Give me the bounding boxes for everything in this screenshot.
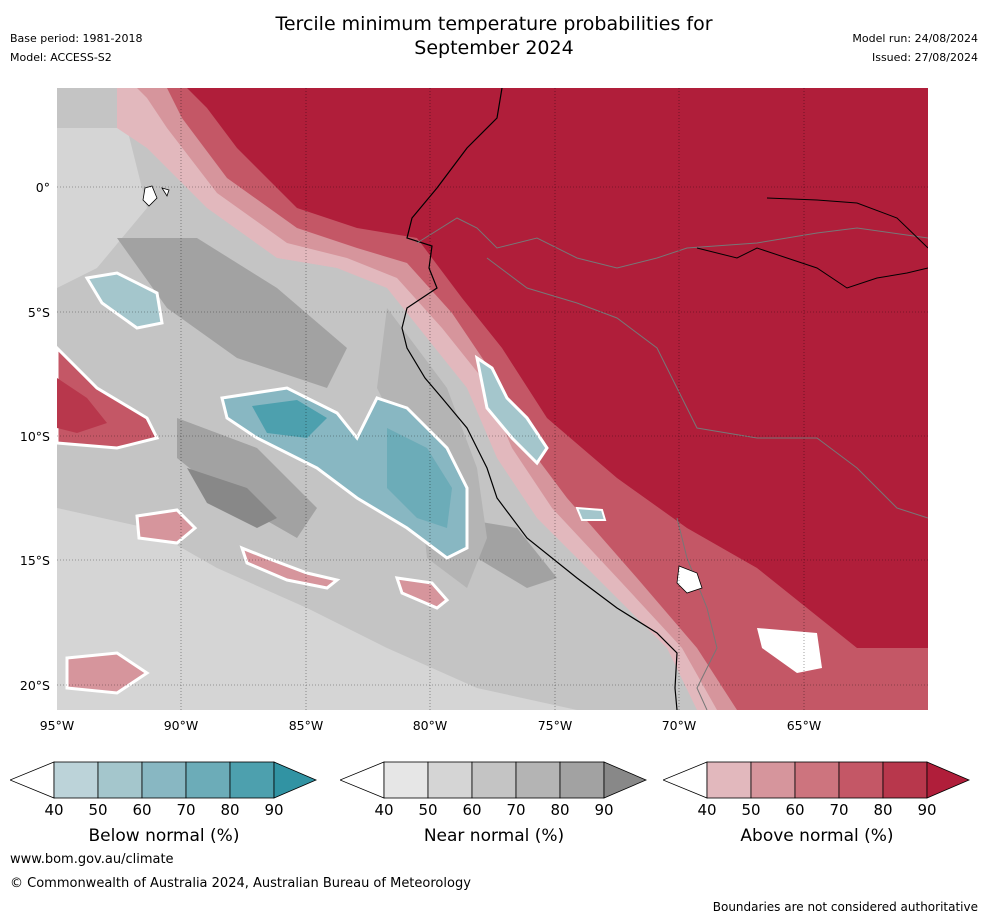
below-normal-central-inner-2 bbox=[387, 428, 452, 528]
above-normal-small-patch-1 bbox=[135, 508, 198, 545]
colorbar-swatch-1 bbox=[383, 761, 429, 799]
cb-above-tick-80: 80 bbox=[873, 801, 893, 819]
cb-near-tick-90: 90 bbox=[594, 801, 614, 819]
amazon-river bbox=[696, 197, 928, 289]
gridlines bbox=[57, 88, 928, 710]
colorbar-swatch-3 bbox=[794, 761, 840, 799]
colorbar-swatch-3 bbox=[471, 761, 517, 799]
lon-label-90w: 90°W bbox=[163, 718, 199, 733]
lon-label-85w: 85°W bbox=[288, 718, 324, 733]
below-normal-small-patch bbox=[575, 506, 607, 521]
lat-label-15s: 15°S bbox=[19, 553, 50, 568]
colorbar-swatch-under bbox=[340, 761, 385, 799]
model-text: Model: ACCESS-S2 bbox=[10, 51, 112, 64]
lon-label-65w: 65°W bbox=[786, 718, 822, 733]
colorbar-swatch-5 bbox=[229, 761, 275, 799]
below-40-area bbox=[757, 628, 822, 673]
country-border-1 bbox=[416, 217, 928, 269]
near-normal-dark-band bbox=[117, 238, 347, 388]
metadata-right: Model run: 24/08/2024 Issued: 27/08/2024 bbox=[852, 32, 978, 70]
colorbar-above-normal-swatches bbox=[663, 761, 971, 799]
cb-near-tick-70: 70 bbox=[506, 801, 526, 819]
country-border-2 bbox=[486, 257, 928, 519]
below-normal-north-patch bbox=[84, 271, 164, 330]
colorbar-near-title: Near normal (%) bbox=[423, 826, 565, 846]
colorbar-near-normal bbox=[340, 761, 648, 799]
lake-titicaca bbox=[676, 565, 703, 594]
near-normal-dark-band-2 bbox=[177, 418, 317, 538]
cb-below-tick-60: 60 bbox=[132, 801, 152, 819]
colorbar-swatch-over bbox=[273, 761, 318, 799]
colorbar-swatch-under bbox=[663, 761, 708, 799]
lon-label-95w: 95°W bbox=[39, 718, 75, 733]
colorbar-swatch-under bbox=[10, 761, 55, 799]
lat-label-20s: 20°S bbox=[19, 678, 50, 693]
footer-copyright: © Commonwealth of Australia 2024, Austra… bbox=[10, 876, 471, 891]
cb-below-tick-70: 70 bbox=[176, 801, 196, 819]
cb-near-tick-40: 40 bbox=[374, 801, 394, 819]
colorbar-swatch-5 bbox=[559, 761, 605, 799]
above-normal-south-west-patch bbox=[65, 651, 150, 695]
colorbar-swatch-3 bbox=[141, 761, 187, 799]
above-normal-small-patch-2 bbox=[239, 545, 341, 590]
coastline bbox=[401, 88, 678, 710]
colorbar-below-title: Below normal (%) bbox=[88, 826, 240, 846]
lon-label-80w: 80°W bbox=[412, 718, 448, 733]
lat-label-0: 0° bbox=[35, 180, 50, 195]
probability-map bbox=[57, 88, 928, 710]
footer-disclaimer: Boundaries are not considered authoritat… bbox=[712, 900, 978, 914]
galapagos-islands bbox=[142, 185, 170, 207]
cb-below-tick-80: 80 bbox=[220, 801, 240, 819]
below-normal-central-inner bbox=[252, 400, 327, 438]
colorbar-below-normal-swatches bbox=[10, 761, 318, 799]
model-run-text: Model run: 24/08/2024 bbox=[852, 32, 978, 45]
colorbar-swatch-1 bbox=[53, 761, 99, 799]
colorbar-swatch-over bbox=[926, 761, 971, 799]
colorbar-swatch-over bbox=[603, 761, 648, 799]
issued-text: Issued: 27/08/2024 bbox=[871, 51, 978, 64]
lon-label-70w: 70°W bbox=[661, 718, 697, 733]
lat-label-5s: 5°S bbox=[27, 305, 50, 320]
colorbar-swatch-2 bbox=[750, 761, 796, 799]
colorbar-swatch-4 bbox=[185, 761, 231, 799]
colorbar-swatch-1 bbox=[706, 761, 752, 799]
cb-below-tick-50: 50 bbox=[88, 801, 108, 819]
cb-below-tick-40: 40 bbox=[44, 801, 64, 819]
cb-above-tick-40: 40 bbox=[697, 801, 717, 819]
footer-url: www.bom.gov.au/climate bbox=[10, 852, 174, 867]
colorbar-near-normal-swatches bbox=[340, 761, 648, 799]
title-line-1: Tercile minimum temperature probabilitie… bbox=[275, 13, 713, 35]
cb-near-tick-50: 50 bbox=[418, 801, 438, 819]
above-normal-small-patch-3 bbox=[394, 576, 450, 610]
cb-above-tick-50: 50 bbox=[741, 801, 761, 819]
lon-label-75w: 75°W bbox=[537, 718, 573, 733]
cb-below-tick-90: 90 bbox=[264, 801, 284, 819]
near-normal-light-region-2 bbox=[57, 128, 147, 288]
above-normal-west-core bbox=[57, 378, 107, 433]
country-border-3 bbox=[676, 517, 718, 710]
title-line-2: September 2024 bbox=[414, 37, 574, 59]
colorbar-swatch-4 bbox=[515, 761, 561, 799]
near-normal-light-region bbox=[57, 508, 577, 710]
colorbar-below-normal bbox=[10, 761, 318, 799]
near-normal-darkest-spot bbox=[187, 468, 277, 528]
above-normal-core bbox=[187, 88, 928, 648]
below-normal-coastal-patch bbox=[474, 354, 549, 466]
colorbar-swatch-4 bbox=[838, 761, 884, 799]
map-title: Tercile minimum temperature probabilitie… bbox=[0, 12, 988, 60]
colorbar-above-title: Above normal (%) bbox=[740, 826, 894, 846]
base-period-text: Base period: 1981-2018 bbox=[10, 32, 143, 45]
lat-label-10s: 10°S bbox=[19, 429, 50, 444]
cb-near-tick-60: 60 bbox=[462, 801, 482, 819]
cb-above-tick-70: 70 bbox=[829, 801, 849, 819]
cb-near-tick-80: 80 bbox=[550, 801, 570, 819]
colorbar-swatch-5 bbox=[882, 761, 928, 799]
colorbar-above-normal bbox=[663, 761, 971, 799]
colorbar-swatch-2 bbox=[97, 761, 143, 799]
cb-above-tick-60: 60 bbox=[785, 801, 805, 819]
colorbar-swatch-2 bbox=[427, 761, 473, 799]
metadata-left: Base period: 1981-2018 Model: ACCESS-S2 bbox=[10, 32, 142, 70]
cb-above-tick-90: 90 bbox=[917, 801, 937, 819]
